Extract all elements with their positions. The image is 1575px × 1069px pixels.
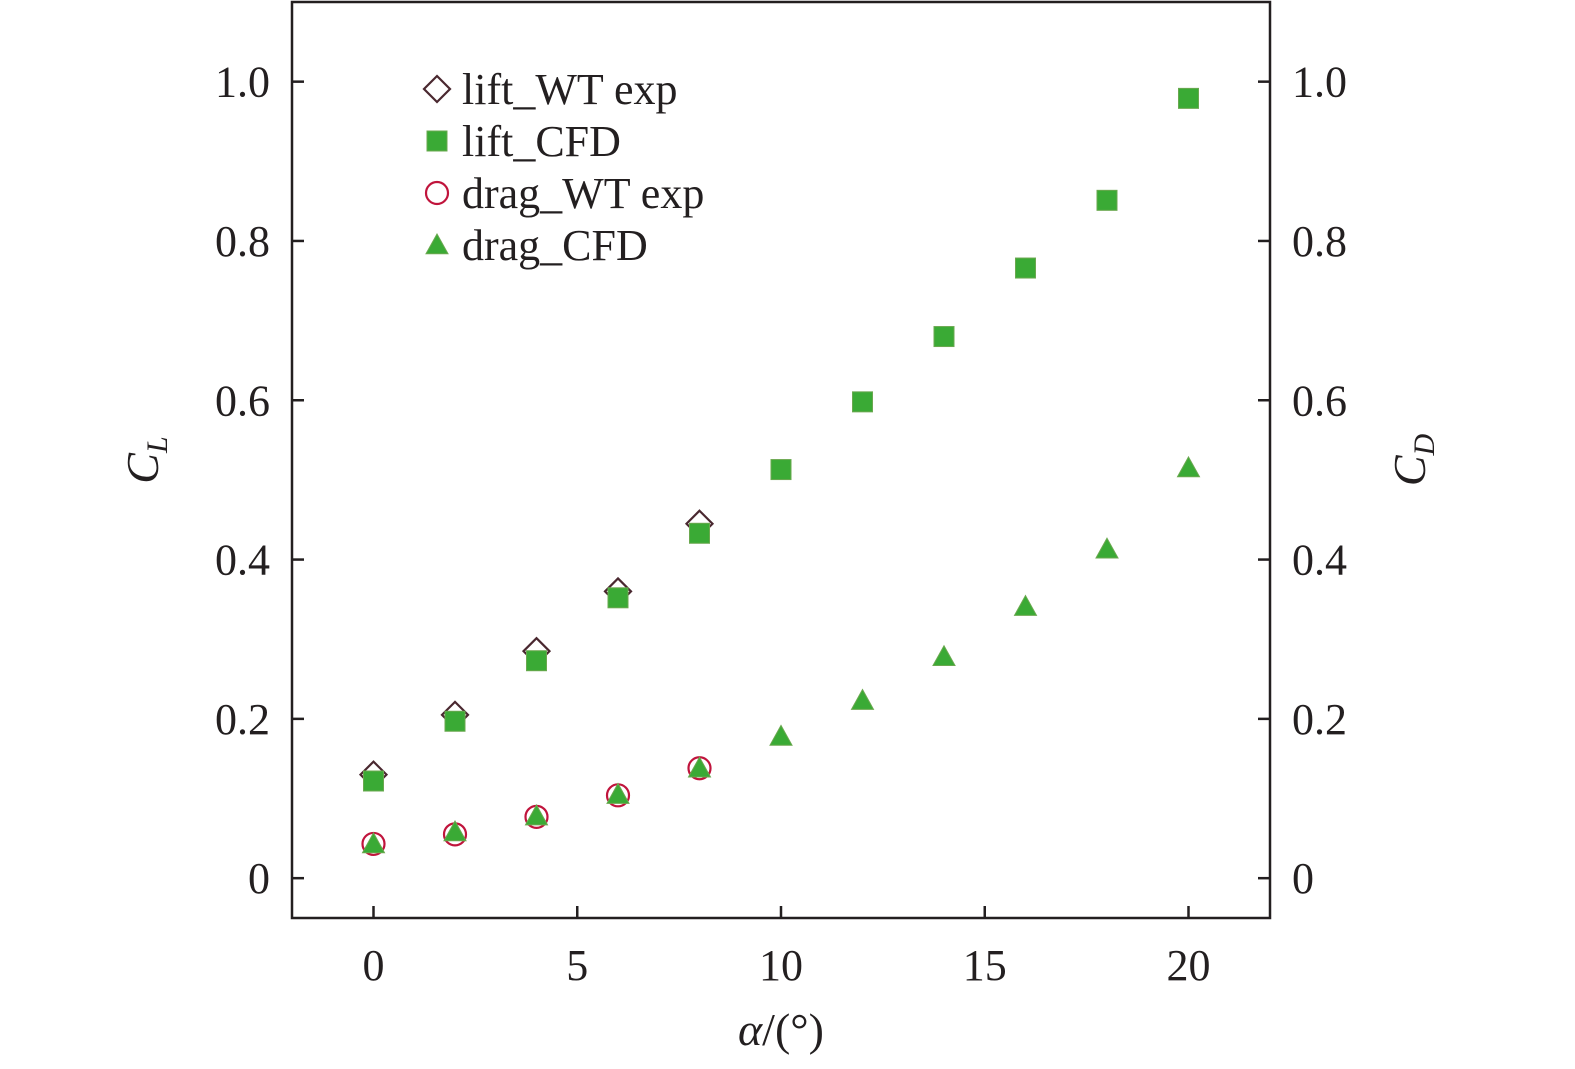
legend-marker bbox=[426, 130, 448, 152]
data-point bbox=[526, 650, 547, 672]
data-point bbox=[607, 587, 629, 609]
legend-label: lift_WT exp bbox=[462, 65, 677, 114]
data-point bbox=[850, 688, 875, 710]
data-point bbox=[852, 391, 873, 413]
x-tick-label: 0 bbox=[363, 941, 385, 990]
y-tick-label: 0.6 bbox=[215, 376, 270, 425]
y2-tick-label: 1.0 bbox=[1292, 58, 1347, 107]
data-point bbox=[1176, 455, 1201, 478]
tick-marks: 0 5 10 15 20 0 0.2 0.4 0.6 0.8 1.0 0 0.2 0.4 0.6 0.8 1.0 bbox=[215, 58, 1347, 990]
data-point bbox=[933, 326, 955, 348]
y2-tick-label: 0 bbox=[1292, 854, 1314, 903]
x-tick-label: 5 bbox=[566, 941, 588, 990]
y-tick-label: 0.4 bbox=[215, 536, 270, 585]
y2-tick-label: 0.2 bbox=[1292, 695, 1347, 744]
y2-axis-label: CD bbox=[1384, 433, 1441, 486]
legend-marker bbox=[424, 180, 450, 206]
legend-marker bbox=[425, 232, 449, 255]
data-point bbox=[770, 459, 792, 481]
data-marks bbox=[358, 87, 1201, 857]
y-tick-label: 0.2 bbox=[215, 695, 270, 744]
y2-tick-label: 0.4 bbox=[1292, 536, 1347, 585]
x-tick-label: 10 bbox=[759, 941, 803, 990]
y-tick-label: 1.0 bbox=[215, 58, 270, 107]
data-point bbox=[606, 782, 630, 804]
legend-label: drag_WT exp bbox=[462, 169, 704, 218]
y-tick-label: 0 bbox=[248, 854, 270, 903]
data-point bbox=[1013, 594, 1038, 616]
y-axis-label-text: CL bbox=[117, 436, 174, 483]
data-point bbox=[1095, 537, 1119, 559]
data-point bbox=[444, 710, 466, 732]
y-axis-label: CL bbox=[117, 436, 174, 483]
legend-label: lift_CFD bbox=[462, 117, 621, 166]
data-point bbox=[1096, 189, 1118, 211]
y2-axis-label-text: CD bbox=[1384, 433, 1441, 486]
axis-labels: α/(°) CL CD bbox=[117, 433, 1441, 1055]
legend-label: drag_CFD bbox=[462, 221, 648, 270]
y-tick-label: 0.8 bbox=[215, 217, 270, 266]
data-point bbox=[769, 724, 793, 746]
legend-marker bbox=[422, 74, 452, 104]
data-point bbox=[689, 522, 710, 544]
x-tick-label: 20 bbox=[1167, 941, 1211, 990]
data-point bbox=[524, 804, 549, 826]
x-tick-label: 15 bbox=[963, 941, 1007, 990]
data-point bbox=[1015, 257, 1036, 279]
y2-tick-label: 0.6 bbox=[1292, 376, 1347, 425]
data-point bbox=[363, 770, 384, 792]
y2-tick-label: 0.8 bbox=[1292, 217, 1347, 266]
data-point bbox=[687, 756, 712, 778]
data-point bbox=[1178, 87, 1199, 109]
data-point bbox=[932, 644, 956, 667]
data-point bbox=[361, 831, 386, 854]
x-axis-label: α/(°) bbox=[738, 1004, 824, 1055]
data-point bbox=[443, 819, 467, 842]
